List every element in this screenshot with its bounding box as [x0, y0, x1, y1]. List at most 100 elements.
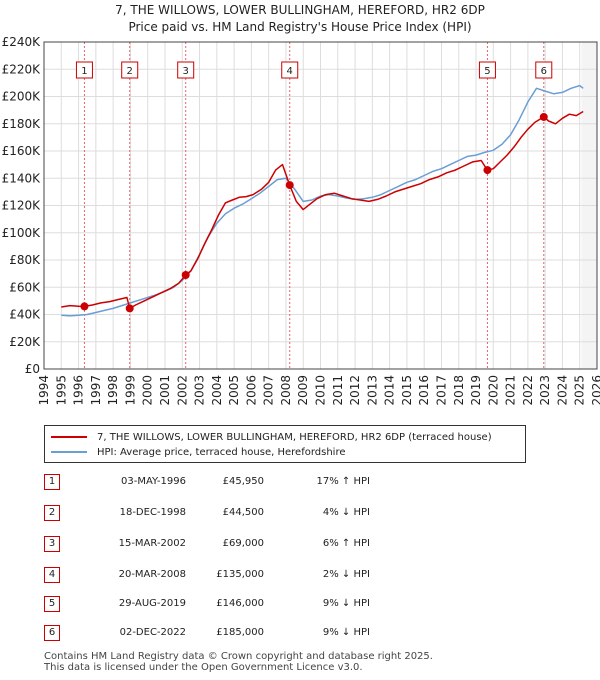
y-tick-label: £100K — [2, 226, 42, 240]
sale-hpi-diff: 9% ↓ HPI — [322, 627, 370, 638]
sale-marker-label: 4 — [287, 66, 293, 77]
table-row: 5 29-AUG-2019 £146,000 9% ↓ HPI — [44, 596, 404, 612]
x-tick-label: 2009 — [296, 375, 310, 406]
sale-number-badge: 5 — [44, 596, 60, 612]
sale-marker-box — [281, 61, 299, 79]
sale-marker-label: 1 — [81, 66, 87, 77]
x-tick-label: 1994 — [37, 375, 51, 406]
y-tick-label: £160K — [2, 144, 42, 158]
x-tick-label: 2022 — [521, 375, 535, 406]
sale-marker-box — [121, 61, 139, 79]
sale-point — [483, 166, 492, 175]
x-tick-label: 2010 — [314, 375, 328, 406]
sale-marker-box — [535, 61, 553, 79]
x-tick-label: 2017 — [434, 375, 448, 406]
sale-marker-box — [177, 61, 195, 79]
sale-marker-label: 2 — [127, 66, 133, 77]
legend-swatch-property — [51, 436, 87, 438]
table-row: 2 18-DEC-1998 £44,500 4% ↓ HPI — [44, 505, 404, 521]
x-tick-label: 1996 — [72, 375, 86, 406]
sale-point — [80, 302, 89, 311]
x-tick-label: 2026 — [590, 375, 600, 406]
chart-title: 7, THE WILLOWS, LOWER BULLINGHAM, HEREFO… — [115, 3, 485, 17]
sale-hpi-diff: 2% ↓ HPI — [322, 569, 370, 580]
x-tick-label: 2019 — [469, 375, 483, 406]
sale-marker-label: 6 — [541, 66, 547, 77]
x-tick-label: 2021 — [504, 375, 518, 406]
x-tick-label: 1995 — [54, 375, 68, 406]
sale-price: £45,950 — [222, 476, 264, 487]
sale-price: £146,000 — [216, 598, 264, 609]
y-tick-label: £140K — [2, 171, 42, 185]
sale-point — [125, 304, 134, 313]
sale-date: 18-DEC-1998 — [119, 507, 186, 518]
x-tick-label: 1998 — [106, 375, 120, 406]
x-tick-label: 2011 — [331, 375, 345, 406]
sale-hpi-diff: 17% ↑ HPI — [316, 476, 370, 487]
sale-marker-label: 3 — [183, 66, 189, 77]
sale-number-badge: 4 — [44, 567, 60, 583]
x-tick-label: 2012 — [348, 375, 362, 406]
price-chart: £0 £20K £40K £60K £80K £100K £120K £140K £160K £1… — [2, 35, 600, 406]
y-tick-label: £0 — [25, 362, 40, 376]
legend-label-property: 7, THE WILLOWS, LOWER BULLINGHAM, HEREFO… — [97, 431, 492, 443]
sale-marker-box — [478, 61, 496, 79]
y-tick-label: £60K — [9, 280, 41, 294]
chart-subtitle: Price paid vs. HM Land Registry's House … — [128, 20, 472, 34]
sale-number-badge: 3 — [44, 536, 60, 552]
x-tick-label: 2000 — [141, 375, 155, 406]
legend: 7, THE WILLOWS, LOWER BULLINGHAM, HEREFO… — [44, 425, 526, 463]
x-tick-label: 2025 — [573, 375, 587, 406]
sale-marker-label: 5 — [484, 66, 490, 77]
y-tick-label: £120K — [2, 199, 42, 213]
sale-point — [539, 112, 548, 121]
sale-price: £44,500 — [222, 507, 264, 518]
x-tick-label: 2003 — [193, 375, 207, 406]
plot-border — [43, 41, 598, 370]
sale-date: 29-AUG-2019 — [118, 598, 186, 609]
x-tick-label: 2004 — [210, 375, 224, 406]
sale-point — [181, 270, 190, 279]
sale-point — [285, 181, 294, 190]
x-tick-label: 2006 — [244, 375, 258, 406]
sale-price: £135,000 — [216, 569, 264, 580]
legend-label-hpi: HPI: Average price, terraced house, Here… — [97, 446, 346, 458]
table-row: 1 03-MAY-1996 £45,950 17% ↑ HPI — [44, 474, 404, 490]
x-tick-label: 2016 — [417, 375, 431, 406]
table-row: 3 15-MAR-2002 £69,000 6% ↑ HPI — [44, 536, 404, 552]
sale-marker-box — [75, 61, 93, 79]
sale-number-badge: 2 — [44, 505, 60, 521]
sale-date: 03-MAY-1996 — [120, 476, 186, 487]
x-tick-label: 2020 — [486, 375, 500, 406]
sale-number-badge: 1 — [44, 474, 60, 490]
y-tick-label: £20K — [9, 335, 41, 349]
x-tick-label: 2005 — [227, 375, 241, 406]
x-tick-label: 2024 — [555, 375, 569, 406]
y-tick-label: £200K — [2, 90, 42, 104]
legend-swatch-hpi — [51, 451, 87, 453]
y-tick-label: £180K — [2, 117, 42, 131]
x-tick-label: 1999 — [123, 375, 137, 406]
table-row: 6 02-DEC-2022 £185,000 9% ↓ HPI — [44, 625, 404, 641]
legend-item-hpi: HPI: Average price, terraced house, Here… — [51, 445, 345, 459]
sale-hpi-diff: 9% ↓ HPI — [322, 598, 370, 609]
x-tick-label: 2001 — [158, 375, 172, 406]
footer: Contains HM Land Registry data © Crown c… — [44, 651, 433, 673]
sale-price: £185,000 — [216, 627, 264, 638]
sale-date: 02-DEC-2022 — [119, 627, 186, 638]
x-tick-label: 2002 — [175, 375, 189, 406]
table-row: 4 20-MAR-2008 £135,000 2% ↓ HPI — [44, 567, 404, 583]
legend-item-property: 7, THE WILLOWS, LOWER BULLINGHAM, HEREFO… — [51, 430, 492, 444]
x-tick-label: 2023 — [538, 375, 552, 406]
footer-licence: This data is licensed under the Open Gov… — [44, 662, 363, 673]
sale-hpi-diff: 4% ↓ HPI — [322, 507, 370, 518]
x-tick-label: 2018 — [452, 375, 466, 406]
x-tick-label: 1997 — [89, 375, 103, 406]
sale-date: 20-MAR-2008 — [118, 569, 186, 580]
footer-copyright: Contains HM Land Registry data © Crown c… — [44, 651, 433, 662]
x-tick-label: 2008 — [279, 375, 293, 406]
x-tick-label: 2007 — [262, 375, 276, 406]
y-tick-label: £240K — [2, 35, 42, 49]
series-line-property — [61, 110, 584, 310]
y-tick-label: £80K — [9, 253, 41, 267]
